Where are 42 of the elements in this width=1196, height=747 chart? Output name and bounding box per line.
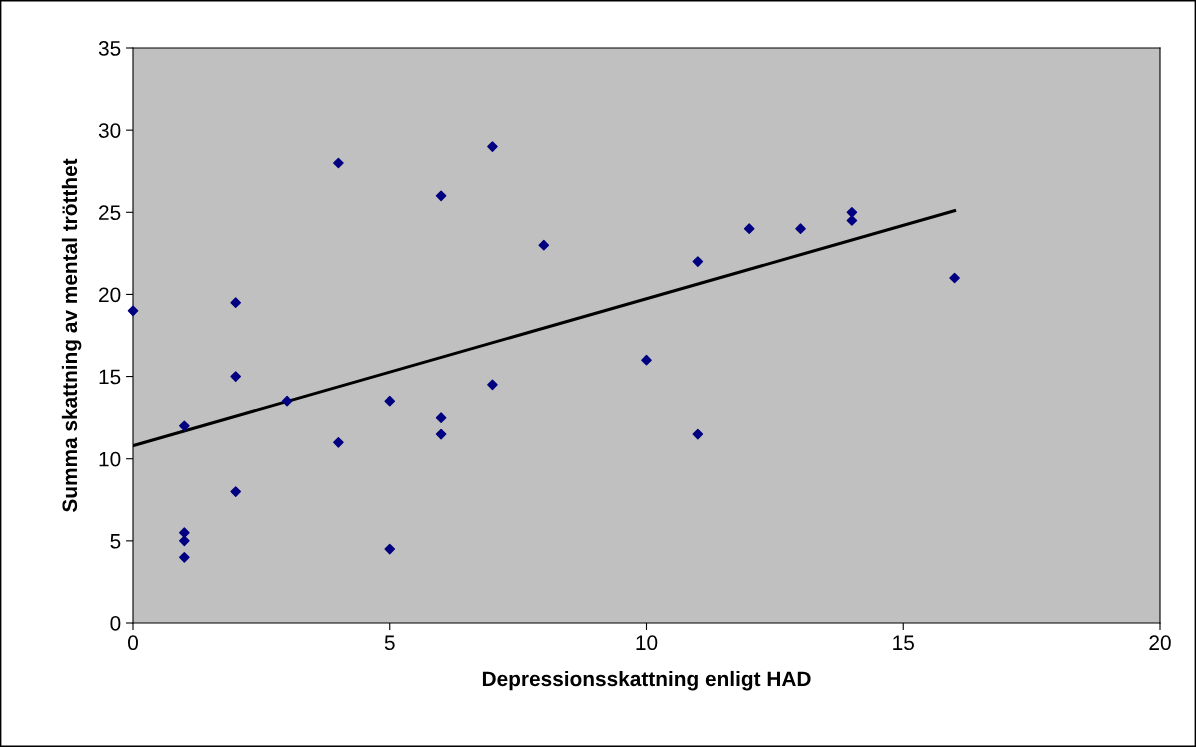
point: [795, 223, 806, 235]
point: [949, 272, 960, 284]
point: [179, 527, 190, 538]
x-tick-label: 15: [893, 635, 914, 651]
point: [179, 535, 190, 547]
x-tick-label: 0: [128, 635, 138, 651]
point: [384, 395, 396, 407]
y-tick-label: 10: [99, 451, 121, 467]
point: [333, 436, 344, 448]
point: [487, 379, 498, 391]
point: [846, 206, 858, 218]
point: [435, 190, 447, 202]
x-tick-label: 20: [1149, 635, 1171, 651]
point: [641, 354, 652, 366]
point: [333, 157, 344, 169]
point: [230, 371, 242, 382]
point: [743, 223, 755, 235]
point: [179, 551, 190, 563]
y-tick-label: 25: [99, 205, 121, 221]
x-tick-label: 10: [636, 635, 658, 651]
y-tick-label: 0: [110, 616, 121, 631]
point: [230, 486, 242, 497]
point: [435, 428, 447, 440]
point: [230, 297, 242, 308]
y-tick-label: 15: [99, 369, 121, 385]
y-tick-label: 5: [110, 534, 121, 549]
point: [179, 420, 190, 432]
y-tick-label: 30: [98, 123, 121, 138]
point: [487, 141, 498, 152]
point: [435, 412, 447, 423]
point: [281, 395, 293, 407]
point: [692, 256, 704, 267]
point: [384, 543, 396, 555]
y-tick-label: 20: [99, 287, 121, 303]
point: [538, 239, 550, 251]
x-axis-title: Depressionsskattning enligt HAD: [482, 670, 811, 691]
point: [692, 428, 704, 440]
point: [127, 305, 139, 317]
y-axis-title: Summa skattning av mental trötthet: [61, 158, 82, 512]
x-tick-label: 5: [384, 635, 395, 651]
y-tick-label: 35: [98, 41, 121, 56]
point: [846, 215, 858, 226]
